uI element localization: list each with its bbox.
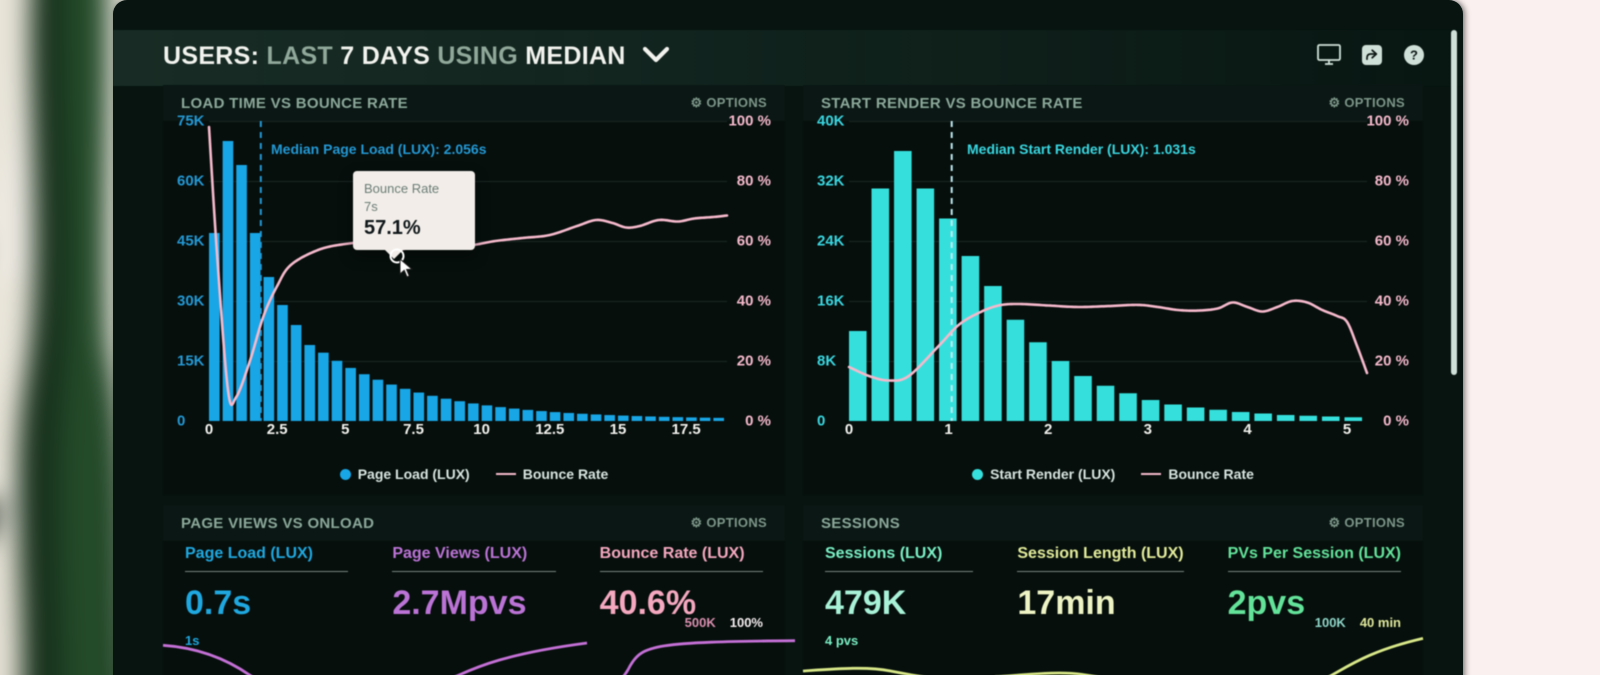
svg-text:?: ? [1410,48,1418,63]
